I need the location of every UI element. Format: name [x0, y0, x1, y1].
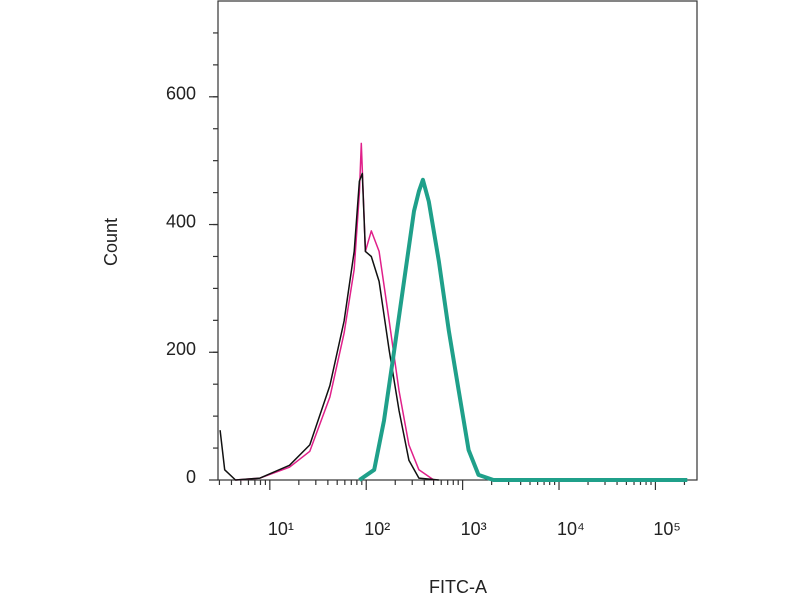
x-tick-label: 10³ — [461, 519, 487, 539]
x-tick-label: 10² — [364, 519, 390, 539]
y-tick-label: 400 — [166, 211, 196, 231]
x-tick-label: 10⁴ — [557, 519, 585, 539]
x-axis-label: FITC-A — [429, 577, 487, 597]
x-tick-label: 10⁵ — [653, 519, 680, 539]
y-tick-label: 600 — [166, 84, 196, 104]
histogram-line — [358, 177, 688, 482]
x-tick-label: 10¹ — [268, 519, 294, 539]
y-axis-label: Count — [101, 218, 121, 266]
y-tick-label: 0 — [186, 467, 196, 487]
plot-frame — [217, 0, 698, 481]
histogram-line — [219, 172, 439, 481]
histogram-line — [235, 142, 435, 481]
y-tick-label: 200 — [166, 339, 196, 359]
